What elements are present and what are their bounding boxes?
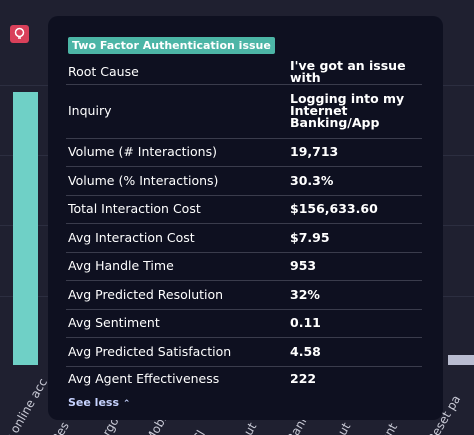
tooltip-row: Root Cause I've got an issue with (66, 58, 422, 85)
row-label: Avg Predicted Resolution (68, 286, 224, 302)
x-axis-label: Res (49, 419, 72, 435)
bar[interactable] (448, 355, 474, 365)
tooltip-row: Avg Predicted Satisfaction 4.58 (66, 337, 422, 367)
row-label: Avg Interaction Cost (68, 229, 195, 245)
row-value: $156,633.60 (290, 201, 378, 216)
x-axis-label: Aut (331, 420, 354, 435)
tooltip: Two Factor Authentication issue Root Cau… (48, 16, 443, 420)
row-label: Total Interaction Cost (68, 201, 201, 216)
bar[interactable] (13, 92, 38, 365)
row-value: 30.3% (290, 172, 334, 188)
x-axis-label: Cl (190, 428, 208, 435)
x-axis-label: k online acc (2, 375, 50, 435)
see-less-button[interactable]: See less ⌃ (68, 396, 131, 409)
row-label: Avg Agent Effectiveness (68, 371, 220, 386)
row-label: Volume (# Interactions) (68, 144, 217, 159)
tag: Two Factor Authentication issue (68, 37, 275, 54)
row-value: 0.11 (290, 315, 321, 330)
row-label: Inquiry (68, 103, 112, 118)
row-value: 222 (290, 371, 317, 386)
row-label: Volume (% Interactions) (68, 172, 219, 188)
tooltip-row: Avg Handle Time 953 (66, 252, 422, 281)
x-axis-label: Aut (237, 420, 260, 435)
row-label: Avg Predicted Satisfaction (68, 343, 232, 359)
tooltip-row: Volume (# Interactions) 19,713 (66, 138, 422, 167)
tooltip-row: Avg Agent Effectiveness 222 (66, 366, 422, 392)
row-value: Logging into my Internet Banking/App (290, 91, 405, 130)
x-axis-label: unt (378, 420, 401, 435)
row-value: 32% (290, 286, 320, 302)
tooltip-row: Avg Predicted Resolution 32% (66, 280, 422, 310)
row-label: Root Cause (68, 64, 139, 79)
insight-icon[interactable] (10, 25, 29, 43)
tooltip-row: Avg Interaction Cost $7.95 (66, 223, 422, 253)
row-value: $7.95 (290, 229, 330, 245)
row-value: 19,713 (290, 144, 339, 159)
tooltip-row: Volume (% Interactions) 30.3% (66, 166, 422, 196)
row-value: 953 (290, 258, 317, 273)
row-value: 4.58 (290, 343, 321, 359)
tooltip-row: Total Interaction Cost $156,633.60 (66, 195, 422, 224)
tooltip-row: Inquiry Logging into my Internet Banking/… (66, 84, 422, 139)
row-label: Avg Handle Time (68, 258, 174, 273)
row-label: Avg Sentiment (68, 315, 160, 330)
see-less-text[interactable]: See less (68, 396, 119, 409)
tooltip-row: Avg Sentiment 0.11 (66, 309, 422, 338)
row-value: I've got an issue with (290, 58, 406, 85)
